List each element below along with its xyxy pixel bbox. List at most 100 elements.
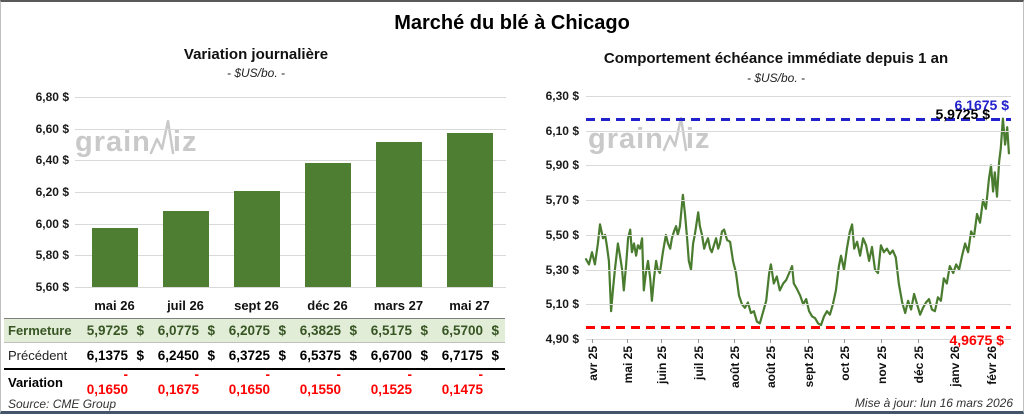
- x-tick-mark: [991, 339, 993, 343]
- gridline: [586, 339, 1011, 340]
- table-cell: 6,5700 $: [434, 323, 505, 338]
- bar-chart-subtitle: - $US/bo. -: [226, 66, 286, 80]
- gridline: [586, 96, 1011, 97]
- cell-value: 6,5700: [441, 323, 483, 338]
- x-tick-label: août 25: [764, 346, 779, 389]
- row-label: Précédent: [8, 348, 68, 363]
- gridline: [75, 97, 506, 98]
- grainwiz-watermark: grain iz: [588, 114, 710, 154]
- cell-currency: $: [136, 348, 144, 363]
- grainwiz-spike-icon: [149, 119, 175, 155]
- y-tick-label: 5,10 $: [545, 297, 579, 312]
- gridline: [586, 200, 1011, 202]
- cell-currency: $: [136, 323, 144, 338]
- x-tick-mark: [591, 339, 593, 343]
- bar-chart-plot-area: grain iz: [75, 97, 506, 288]
- table-cell: - 0,1675: [150, 367, 221, 397]
- bar-chart-title: Variation journalière: [183, 46, 329, 63]
- x-tick-label: déc 25: [911, 346, 926, 384]
- gridline: [75, 223, 506, 225]
- gridline: [586, 269, 1011, 271]
- y-tick-label: 5,80 $: [35, 248, 69, 263]
- x-tick-label: févr 26: [985, 346, 1000, 385]
- source-note: Source: CME Group: [8, 397, 117, 411]
- updated-note: Mise à jour: lun 16 mars 2026: [854, 396, 1013, 410]
- cell-currency: $: [207, 348, 215, 363]
- cell-value: - 0,1650: [86, 367, 128, 397]
- table-cell: 6,2450 $: [150, 348, 221, 363]
- gridline: [586, 234, 1011, 236]
- last-price-label: 5,9725 $: [935, 106, 991, 122]
- table-cell: - 0,1525: [363, 367, 434, 397]
- table-cell: 6,0775 $: [150, 323, 221, 338]
- cell-value: 6,6700: [370, 348, 412, 363]
- gridline: [586, 304, 1011, 306]
- x-tick-mark: [770, 339, 772, 343]
- x-tick-mark: [626, 339, 628, 343]
- table-cell: 6,3725 $: [221, 348, 292, 363]
- cell-value: 6,7175: [441, 348, 483, 363]
- x-tick-mark: [733, 339, 735, 343]
- cell-value: - 0,1475: [441, 367, 483, 397]
- x-tick-label: mai 25: [620, 346, 635, 384]
- table-row-close: Fermeture 5,9725 $6,0775 $6,2075 $6,3825 $6,5…: [4, 318, 505, 343]
- x-tick-label: août 25: [727, 346, 742, 389]
- table-cell: 6,2075 $: [221, 323, 292, 338]
- x-tick-mark: [698, 339, 700, 343]
- line-chart-title: Comportement échéance immédiate depuis 1…: [603, 50, 949, 67]
- low-dashed-line: [586, 326, 1011, 330]
- cell-currency: $: [349, 348, 357, 363]
- table-cell: - 0,1475: [434, 367, 505, 397]
- y-tick-label: 6,60 $: [35, 121, 69, 136]
- bar-category-label: mars 27: [373, 298, 424, 313]
- table-cell: - 0,1650: [79, 367, 150, 397]
- cell-value: - 0,1550: [299, 367, 341, 397]
- table-row-var: Variation - 0,1650 - 0,1675 - 0,1650 - 0,155…: [4, 367, 505, 397]
- bar-category-label: sept 26: [234, 298, 279, 313]
- y-tick-label: 5,60 $: [35, 280, 69, 294]
- cell-value: 6,1375: [86, 348, 128, 363]
- bar: [233, 190, 280, 287]
- cell-value: - 0,1525: [370, 367, 412, 397]
- cell-currency: $: [420, 323, 428, 338]
- cell-value: 5,9725: [86, 323, 128, 338]
- table-cell: 6,3825 $: [292, 323, 363, 338]
- gridline: [75, 128, 506, 130]
- bar-category-label: déc 26: [307, 298, 348, 313]
- page-title: Marché du blé à Chicago: [394, 12, 630, 34]
- table-row-prev: Précédent 6,1375 $6,2450 $6,3725 $6,5375 $6,6…: [4, 343, 505, 368]
- cell-currency: $: [278, 348, 286, 363]
- row-label: Variation: [8, 374, 63, 390]
- bar-category-label: juil 26: [167, 298, 204, 313]
- cell-value: - 0,1675: [157, 367, 199, 397]
- x-tick-mark: [660, 339, 662, 343]
- x-tick-label: oct 25: [837, 346, 852, 381]
- gridline: [75, 192, 506, 193]
- table-cell: 6,7175 $: [434, 348, 505, 363]
- y-tick-label: 5,50 $: [545, 227, 579, 242]
- grainwiz-watermark: grain iz: [75, 117, 197, 157]
- grainwiz-spike-icon: [662, 116, 688, 152]
- bar: [304, 163, 351, 287]
- y-tick-label: 6,00 $: [35, 216, 69, 231]
- table-cell: - 0,1650: [221, 367, 292, 397]
- cell-currency: $: [491, 348, 499, 363]
- x-tick-label: sept 25: [801, 346, 816, 388]
- price-polyline: [584, 117, 1010, 327]
- cell-currency: $: [420, 348, 428, 363]
- y-tick-label: 6,40 $: [35, 153, 69, 168]
- y-tick-label: 6,30 $: [545, 89, 579, 103]
- x-tick-label: janv 26: [948, 346, 963, 387]
- bar: [162, 211, 209, 287]
- x-tick-mark: [807, 339, 809, 343]
- x-tick-label: nov 25: [874, 346, 889, 385]
- y-tick-label: 5,70 $: [545, 193, 579, 208]
- x-tick-mark: [880, 339, 882, 343]
- bar-category-label: mai 26: [94, 298, 135, 313]
- low-line-label: 4,9675 $: [949, 332, 1005, 348]
- bar-category-label: mai 27: [449, 298, 490, 313]
- table-cell: 6,5175 $: [363, 323, 434, 338]
- high-dashed-line: [586, 117, 1011, 121]
- x-tick-label: avr 25: [585, 346, 600, 381]
- price-line-series: [584, 117, 1010, 327]
